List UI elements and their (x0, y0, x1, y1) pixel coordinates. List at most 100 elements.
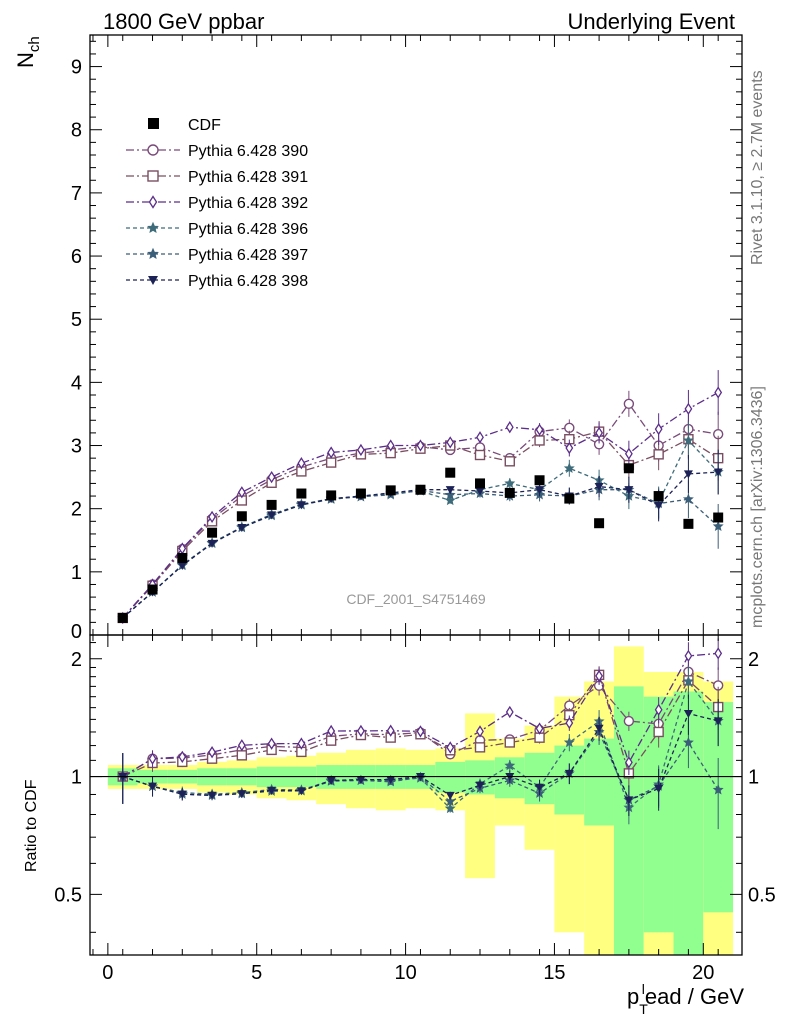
ratio-point (682, 675, 694, 687)
ratio-point (476, 725, 484, 738)
y-tick-label: 5 (71, 309, 82, 331)
data-point (117, 612, 128, 623)
x-axis-label-sup: l (642, 981, 645, 997)
series-point (594, 482, 604, 492)
ratio-point (237, 790, 247, 799)
ratio-point (714, 647, 723, 660)
x-axis-label: pTlead / GeV (627, 981, 744, 1017)
series-point (386, 439, 395, 452)
legend-marker-1 (147, 170, 159, 182)
y-tick-label: 8 (71, 120, 82, 142)
y-tick-label: 1 (71, 562, 82, 584)
ratio-point (445, 791, 455, 800)
ratio-point (563, 736, 575, 748)
ratio-tick-label-left: 1 (71, 767, 82, 789)
series-line-5 (122, 471, 719, 619)
y-tick-label: 2 (71, 499, 82, 521)
ratio-point (565, 716, 574, 730)
data-point (475, 478, 486, 489)
series-point (267, 511, 277, 520)
data-point (385, 485, 396, 496)
series-point (297, 457, 306, 470)
ratio-point (177, 790, 187, 799)
ratio-point (356, 776, 366, 785)
data-point (326, 490, 337, 501)
ratio-point (386, 775, 396, 785)
ratio-point (236, 750, 248, 761)
mcplots-label: mcplots.cern.ch [arXiv:1306.3436] (749, 386, 766, 628)
series-point (653, 449, 664, 460)
x-axis-label-p: p (627, 984, 639, 1009)
ratio-tick-label-left: 0.5 (54, 884, 82, 906)
ratio-point (713, 717, 723, 726)
legend-entry-2: Pythia 6.428 392 (188, 195, 308, 212)
series-point (444, 494, 456, 506)
data-point (594, 518, 605, 529)
data-point (355, 488, 366, 499)
ratio-point (535, 783, 545, 792)
series-line-2 (122, 391, 719, 619)
ratio-point (148, 752, 157, 765)
ratio-point (237, 739, 246, 752)
ratio-axis-label: Ratio to CDF (23, 779, 40, 872)
series-point (563, 462, 575, 473)
y-axis-label-sub: ch (26, 36, 43, 52)
ratio-point (683, 709, 693, 719)
ratio-frame (89, 634, 743, 956)
ratio-point (504, 737, 515, 748)
ratio-point (624, 796, 634, 805)
series-point (684, 402, 693, 416)
data-point (177, 552, 188, 563)
series-point (237, 486, 246, 499)
legend-marker-2 (148, 195, 158, 209)
data-point (564, 493, 575, 504)
ratio-point (267, 737, 276, 750)
legend-entry-data: CDF (188, 117, 221, 134)
series-point (504, 477, 516, 489)
ratio-point (296, 787, 306, 796)
chart-header-left: 1800 GeV ppbar (103, 9, 264, 34)
ratio-point (594, 724, 604, 733)
series-point (595, 426, 604, 440)
series-point (177, 561, 187, 571)
series-point (535, 486, 545, 495)
ratio-point (207, 791, 217, 800)
ratio-tick-label-right: 0.5 (748, 884, 776, 906)
series-point (476, 431, 484, 444)
series-point (624, 486, 634, 495)
legend-marker-5 (148, 276, 158, 285)
ratio-panel-series (90, 638, 742, 830)
legend-entry-4: Pythia 6.428 397 (188, 247, 308, 264)
ratio-point (712, 784, 724, 795)
series-point (208, 510, 216, 524)
ratio-point (148, 782, 158, 791)
series-point (504, 456, 515, 467)
ratio-tick-label-right: 1 (748, 767, 759, 789)
series-point (654, 422, 663, 436)
rivet-version-label: Rivet 3.1.10, ≥ 2.7M events (749, 70, 766, 265)
series-point (683, 470, 693, 479)
data-point (147, 584, 158, 595)
x-tick-label: 15 (543, 962, 565, 984)
series-point (623, 398, 635, 410)
series-point (327, 446, 336, 459)
y-tick-label: 7 (71, 183, 82, 205)
y-tick-label: 3 (71, 436, 82, 458)
series-point (357, 443, 365, 457)
ratio-point (446, 741, 455, 754)
main-panel-series (117, 370, 724, 625)
series-point (712, 520, 724, 532)
legend-marker-data (148, 118, 159, 129)
data-point (415, 484, 426, 495)
y-axis-label: Nch (13, 36, 43, 68)
x-tick-label: 5 (251, 962, 262, 984)
data-point (653, 491, 664, 502)
series-point (325, 457, 337, 468)
ratio-point (325, 735, 337, 746)
series-point (682, 493, 694, 504)
series-point (444, 489, 456, 500)
series-point (416, 439, 425, 452)
x-axis-label-sub: T (639, 1001, 648, 1017)
y-tick-label: 6 (71, 246, 82, 268)
x-tick-label: 20 (692, 962, 714, 984)
